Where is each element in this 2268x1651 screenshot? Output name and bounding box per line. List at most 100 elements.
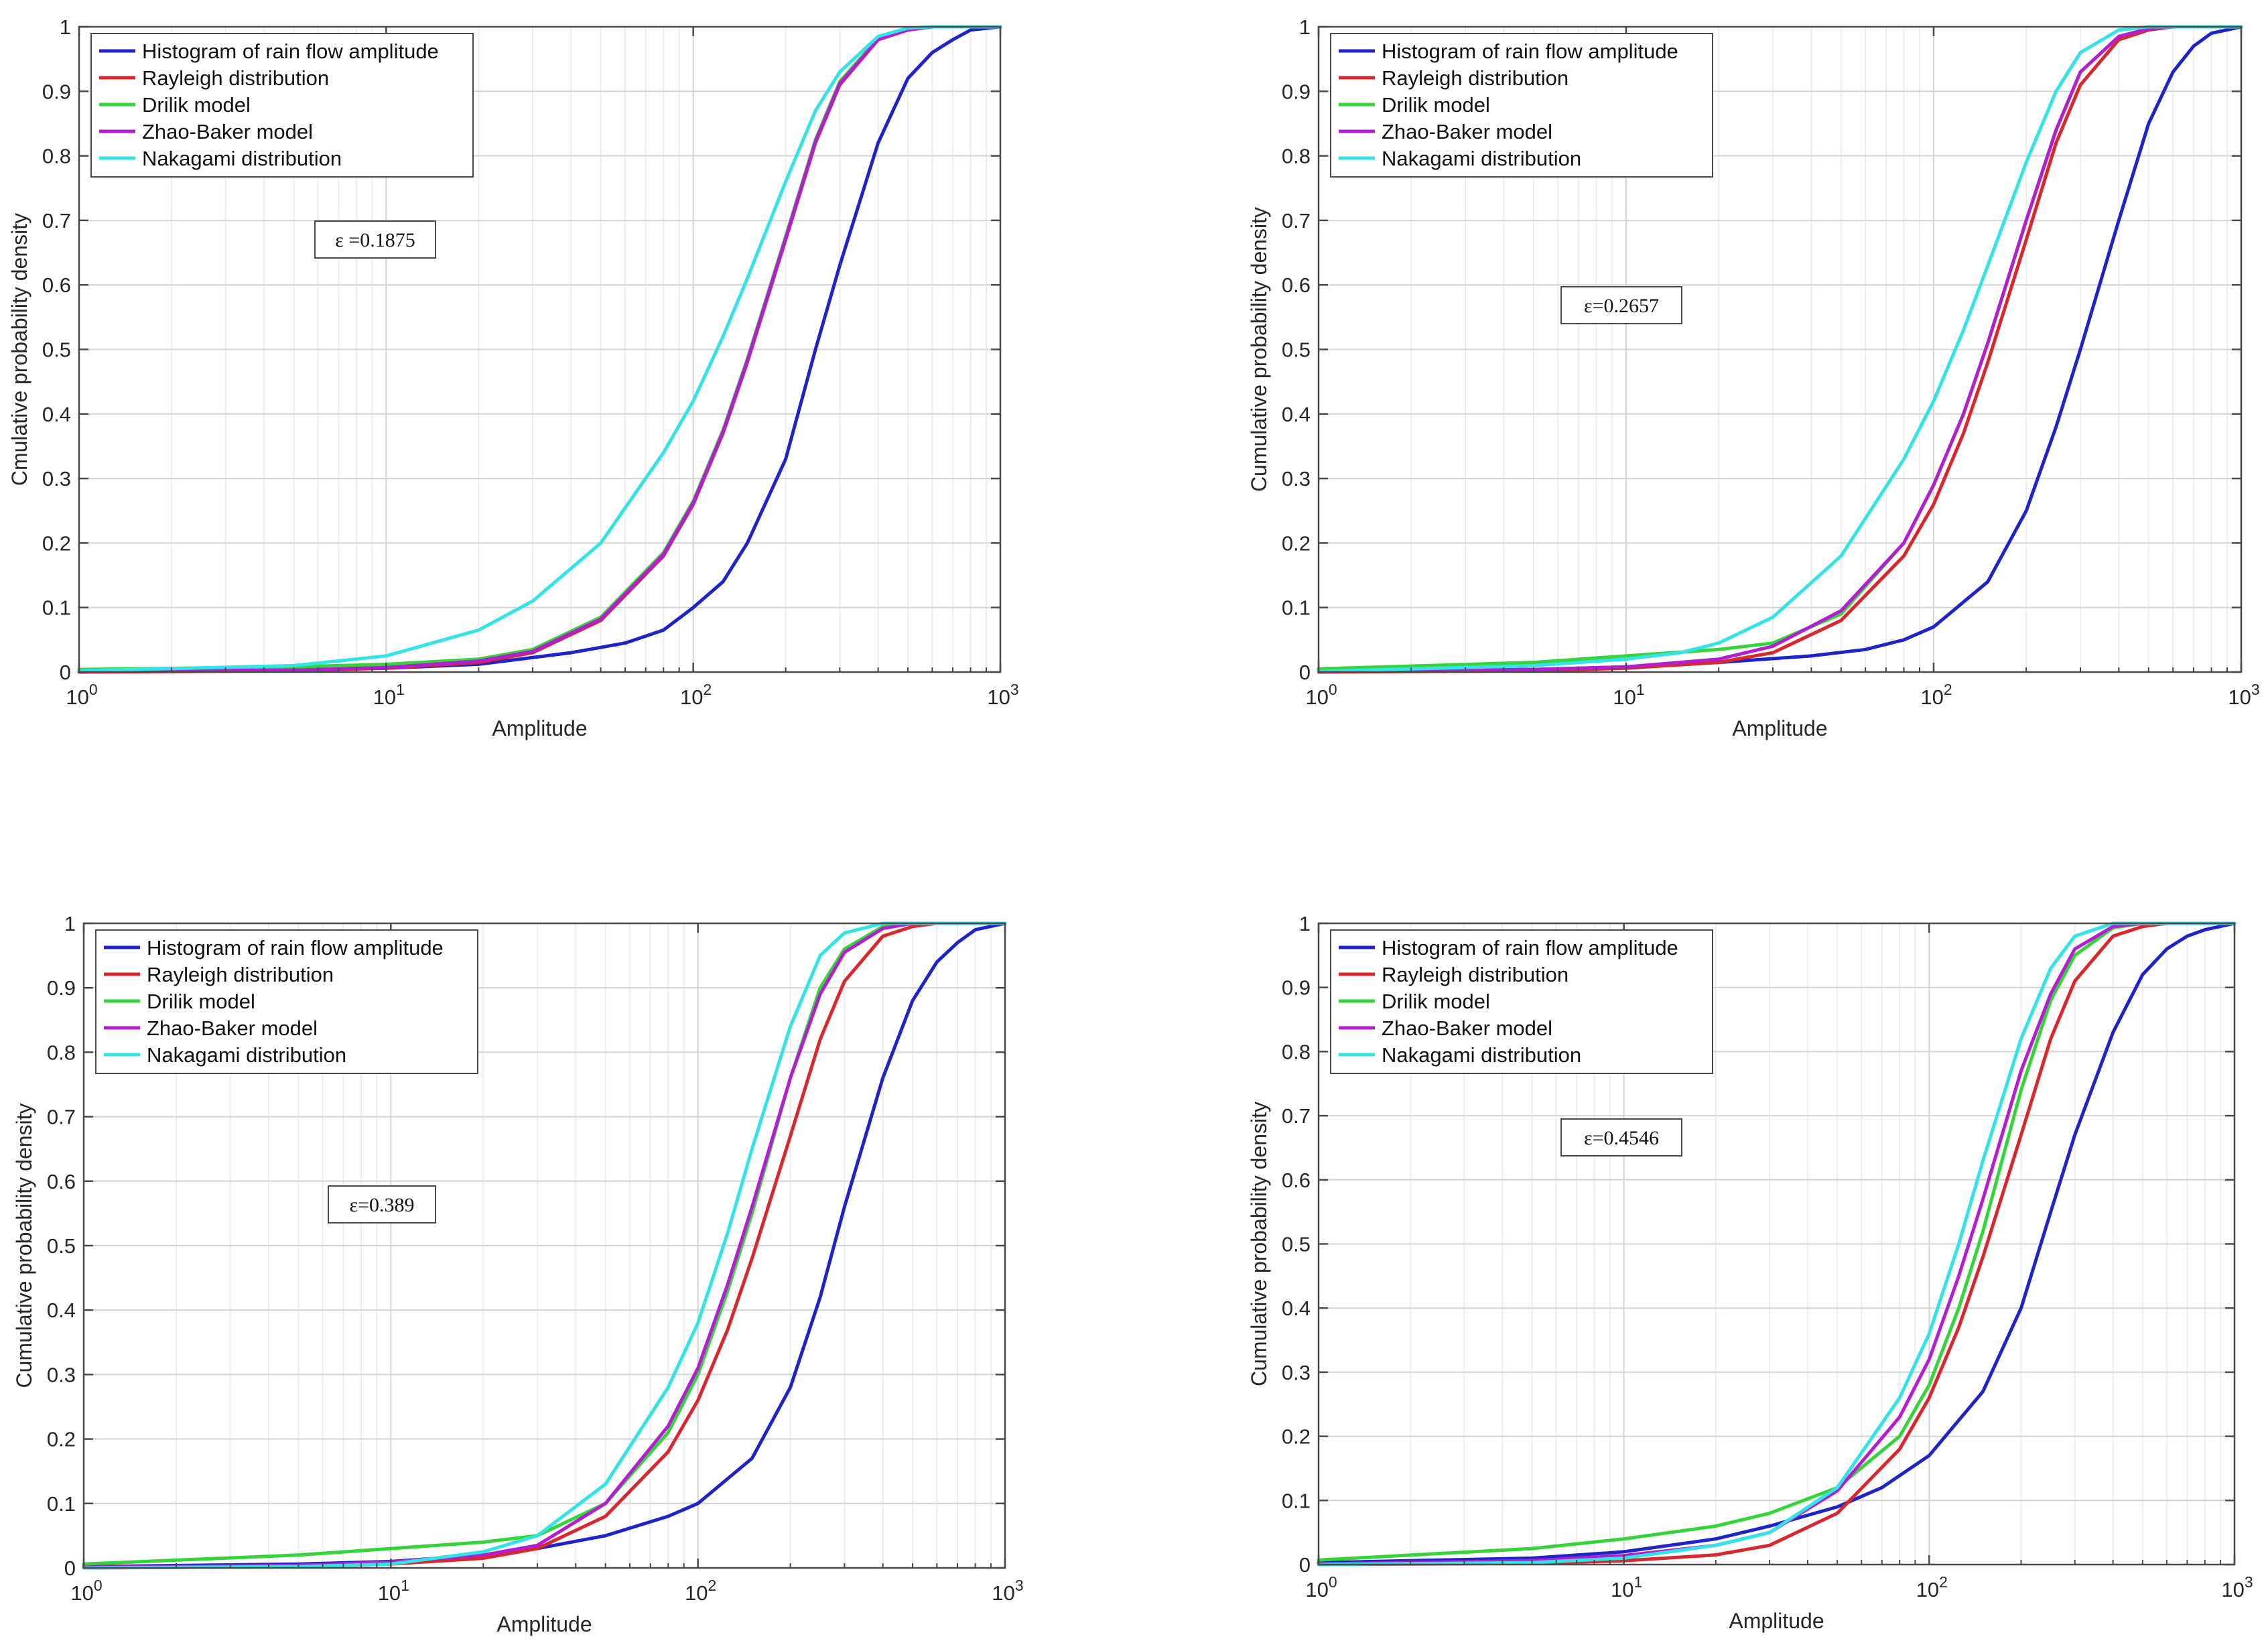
y-tick-label: 0 xyxy=(60,661,71,684)
y-tick-label: 0 xyxy=(1299,1553,1311,1577)
y-tick-label: 0.1 xyxy=(1282,1489,1311,1512)
series-group xyxy=(77,25,1002,674)
y-tick-label: 0.1 xyxy=(42,596,71,620)
y-tick-label: 0.1 xyxy=(47,1492,76,1516)
y-tick-label: 0.8 xyxy=(1282,1040,1311,1063)
x-axis-title: Amplitude xyxy=(492,716,587,740)
annotation-box xyxy=(314,220,436,259)
legend-entry-label: Zhao-Baker model xyxy=(147,1016,318,1040)
legend-entry-label: Histogram of rain flow amplitude xyxy=(142,40,439,63)
y-tick-label: 1 xyxy=(60,15,71,39)
y-tick-label: 0.8 xyxy=(1282,145,1311,168)
legend-entry-label: Rayleigh distribution xyxy=(1382,963,1569,986)
series-line-histogram-of-rain-flow-amplitude xyxy=(1317,921,2237,1565)
legend-entry-label: Nakagami distribution xyxy=(1382,1043,1581,1067)
y-tick-label: 0.8 xyxy=(47,1041,76,1064)
y-tick-label: 0.1 xyxy=(1282,596,1311,620)
series-line-rayleigh-distribution xyxy=(1317,921,2237,1567)
x-tick-label: 102 xyxy=(680,681,712,709)
chart-panel-1: 0 0.1 0.2 0.3 0.4 0.5 0.6 0.7 0.8 0.9 1 100 101 102 10… xyxy=(7,15,1019,740)
y-tick-label: 0 xyxy=(64,1557,76,1580)
annotation-text: ε=0.389 xyxy=(349,1194,414,1216)
x-tick-label: 100 xyxy=(70,1577,102,1605)
legend-box xyxy=(1330,33,1713,178)
y-axis-title: Cmulative probability density xyxy=(7,213,31,486)
x-tick-label: 101 xyxy=(378,1577,409,1605)
x-tick-label: 101 xyxy=(1613,681,1644,709)
chart-panel-2: 0 0.1 0.2 0.3 0.4 0.5 0.6 0.7 0.8 0.9 1 100 101 102 10… xyxy=(1247,15,2260,740)
y-tick-label: 1 xyxy=(1299,912,1311,935)
annotation-box xyxy=(1560,286,1682,324)
legend-entry-label: Histogram of rain flow amplitude xyxy=(1382,936,1678,960)
x-tick-label: 101 xyxy=(1611,1573,1642,1601)
x-tick-label: 103 xyxy=(2221,1573,2253,1601)
y-tick-label: 0.3 xyxy=(1282,467,1311,490)
chart-panel-3: 0 0.1 0.2 0.3 0.4 0.5 0.6 0.7 0.8 0.9 1 100 101 102 10… xyxy=(12,912,1024,1636)
grid xyxy=(84,923,1005,1568)
x-tick-label: 102 xyxy=(685,1577,716,1605)
annotation-box xyxy=(1560,1118,1682,1157)
legend-box xyxy=(1330,929,1713,1074)
legend-entry-label: Rayleigh distribution xyxy=(1382,66,1569,90)
y-axis-title: Cumulative probability density xyxy=(12,1103,36,1388)
y-axis-title: Cumulative probability density xyxy=(1247,207,1271,492)
x-axis-title: Amplitude xyxy=(1732,716,1827,740)
legend-entry-label: Histogram of rain flow amplitude xyxy=(1382,40,1678,63)
y-tick-label: 0.5 xyxy=(42,338,71,362)
y-tick-label: 0.9 xyxy=(47,976,76,1000)
legend-entry-label: Zhao-Baker model xyxy=(1382,120,1552,143)
annotation: ε=0.4546 xyxy=(1560,1118,1682,1157)
y-tick-label: 1 xyxy=(64,912,76,935)
y-tick-label: 0.4 xyxy=(47,1299,76,1322)
x-tick-label: 103 xyxy=(987,681,1018,709)
legend: Histogram of rain flow amplitude Rayleigh… xyxy=(90,33,474,178)
y-tick-label: 0.9 xyxy=(42,80,71,103)
y-tick-label: 0 xyxy=(1299,661,1311,684)
x-tick-label: 101 xyxy=(373,681,405,709)
y-tick-label: 0.3 xyxy=(1282,1361,1311,1384)
x-tick-label: 103 xyxy=(2228,681,2259,709)
x-axis-title: Amplitude xyxy=(496,1612,592,1636)
legend: Histogram of rain flow amplitude Rayleigh… xyxy=(1330,33,1713,178)
annotation-text: ε=0.4546 xyxy=(1584,1127,1659,1149)
y-tick-label: 0.3 xyxy=(42,467,71,490)
legend-entry-label: Zhao-Baker model xyxy=(1382,1016,1552,1040)
x-tick-label: 102 xyxy=(1920,681,1952,709)
annotation: ε =0.1875 xyxy=(314,220,436,259)
x-tick-label: 100 xyxy=(1305,681,1337,709)
y-tick-label: 0.7 xyxy=(1282,1104,1311,1128)
series-line-histogram-of-rain-flow-amplitude xyxy=(77,25,1002,673)
legend-entry-label: Rayleigh distribution xyxy=(147,963,334,986)
legend-entry-label: Rayleigh distribution xyxy=(142,66,329,90)
y-tick-label: 0.2 xyxy=(47,1428,76,1451)
y-tick-label: 0.9 xyxy=(1282,80,1311,103)
y-tick-label: 0.2 xyxy=(42,531,71,555)
legend-entry-label: Drilik model xyxy=(1382,990,1490,1013)
y-tick-label: 0.9 xyxy=(1282,976,1311,1000)
x-tick-label: 102 xyxy=(1916,1573,1948,1601)
y-tick-label: 0.6 xyxy=(1282,1169,1311,1192)
legend-entry-label: Zhao-Baker model xyxy=(142,120,313,143)
y-axis-title: Cumulative probability density xyxy=(1247,1102,1271,1386)
y-tick-label: 0.7 xyxy=(47,1106,76,1129)
legend: Histogram of rain flow amplitude Rayleigh… xyxy=(1330,929,1713,1074)
y-tick-label: 0.5 xyxy=(1282,338,1311,362)
y-tick-label: 0.4 xyxy=(1282,403,1311,426)
y-tick-label: 0.7 xyxy=(1282,209,1311,233)
y-tick-label: 0.2 xyxy=(1282,1425,1311,1449)
series-line-nakagami-distribution xyxy=(77,25,1002,673)
x-axis-title: Amplitude xyxy=(1729,1609,1824,1633)
y-tick-label: 0.4 xyxy=(1282,1297,1311,1320)
annotation: ε=0.389 xyxy=(328,1185,436,1224)
y-tick-label: 0.5 xyxy=(1282,1233,1311,1256)
x-tick-label: 100 xyxy=(66,681,97,709)
y-tick-label: 0.8 xyxy=(42,145,71,168)
legend-entry-label: Nakagami distribution xyxy=(142,147,342,170)
y-tick-label: 0.5 xyxy=(47,1234,76,1258)
y-tick-label: 0.6 xyxy=(1282,273,1311,297)
legend-entry-label: Nakagami distribution xyxy=(1382,147,1581,170)
chart-panel-4: 0 0.1 0.2 0.3 0.4 0.5 0.6 0.7 0.8 0.9 1 100 101 102 10… xyxy=(1247,912,2253,1633)
legend-box xyxy=(95,929,478,1074)
legend-entry-label: Nakagami distribution xyxy=(147,1043,346,1067)
